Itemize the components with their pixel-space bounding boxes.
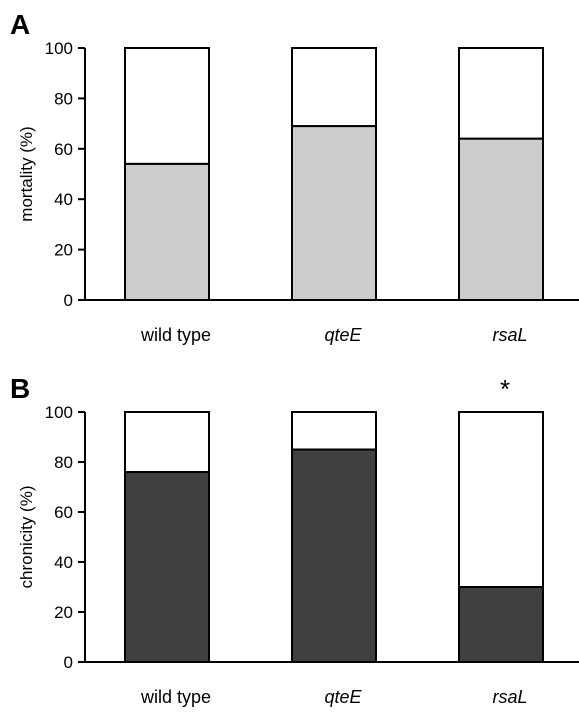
y-tick-label: 60 (54, 140, 73, 159)
y-tick-label: 0 (64, 291, 73, 310)
y-tick-label: 40 (54, 190, 73, 209)
y-tick-label: 100 (45, 403, 73, 422)
y-tick-label: 80 (54, 453, 73, 472)
category-label: rsaL (492, 687, 527, 707)
y-tick-label: 60 (54, 503, 73, 522)
y-axis-title: mortality (%) (17, 126, 36, 221)
category-label: qteE (324, 325, 362, 345)
bar-value (124, 471, 210, 663)
bar-value (124, 162, 210, 301)
bar-value (458, 586, 544, 663)
bar-remainder (291, 47, 377, 128)
bar-value (458, 137, 544, 301)
panel-label: B (10, 373, 30, 404)
y-tick-label: 20 (54, 241, 73, 260)
bar-remainder (458, 411, 544, 588)
category-label: rsaL (492, 325, 527, 345)
y-tick-label: 20 (54, 603, 73, 622)
y-tick-label: 0 (64, 653, 73, 672)
y-axis-title: chronicity (%) (17, 486, 36, 589)
panel-label: A (10, 9, 30, 40)
bar-remainder (124, 47, 210, 165)
category-label: wild type (140, 687, 211, 707)
category-label: qteE (324, 687, 362, 707)
y-tick-label: 80 (54, 89, 73, 108)
y-tick-label: 40 (54, 553, 73, 572)
y-tick-label: 100 (45, 39, 73, 58)
category-label: wild type (140, 325, 211, 345)
bar-remainder (124, 411, 210, 473)
significance-marker: * (500, 374, 510, 404)
bar-value (291, 448, 377, 663)
bar-remainder (458, 47, 544, 140)
bar-remainder (291, 411, 377, 451)
bar-value (291, 125, 377, 302)
